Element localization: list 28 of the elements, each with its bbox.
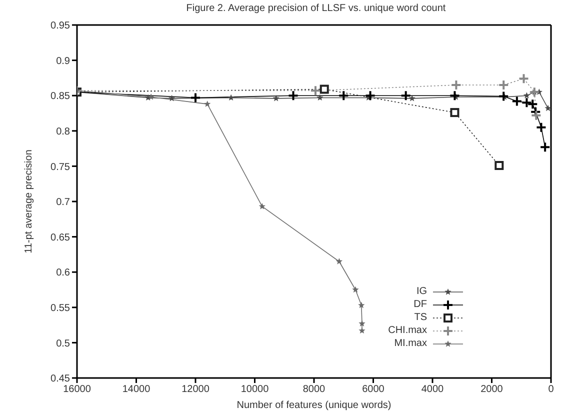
legend-label: CHI.max <box>388 325 427 336</box>
legend-label: MI.max <box>394 338 427 349</box>
x-tick-label: 10000 <box>240 384 270 396</box>
x-tick-label: 16000 <box>63 384 92 396</box>
x-tick-label: 4000 <box>421 384 444 396</box>
y-tick-label: 0.5 <box>56 338 70 350</box>
y-tick-label: 0.85 <box>50 91 70 102</box>
y-tick-label: 0.6 <box>56 268 70 279</box>
x-tick-label: 8000 <box>302 384 326 396</box>
x-tick-label: 6000 <box>362 384 385 396</box>
x-tick-label: 14000 <box>122 384 151 396</box>
legend-label: IG <box>416 286 427 297</box>
x-tick-label: 12000 <box>182 384 210 396</box>
y-tick-label: 0.9 <box>56 56 70 67</box>
y-tick-label: 0.95 <box>50 20 70 32</box>
y-axis-title: 11-pt average precision <box>24 150 35 254</box>
x-axis-title: Number of features (unique words) <box>236 400 392 411</box>
chart-title: Figure 2. Average precision of LLSF vs. unique word count <box>185 3 447 14</box>
legend-label: TS <box>414 312 427 323</box>
x-tick-label: 2000 <box>480 384 504 396</box>
y-tick-label: 0.55 <box>50 302 70 314</box>
y-tick-label: 0.7 <box>56 197 70 208</box>
y-tick-label: 0.65 <box>50 232 70 244</box>
y-tick-label: 0.75 <box>50 162 70 173</box>
y-tick-label: 0.45 <box>50 374 70 385</box>
legend-label: DF <box>414 299 427 310</box>
y-tick-label: 0.8 <box>56 126 70 138</box>
x-tick-label: 0 <box>548 384 554 396</box>
